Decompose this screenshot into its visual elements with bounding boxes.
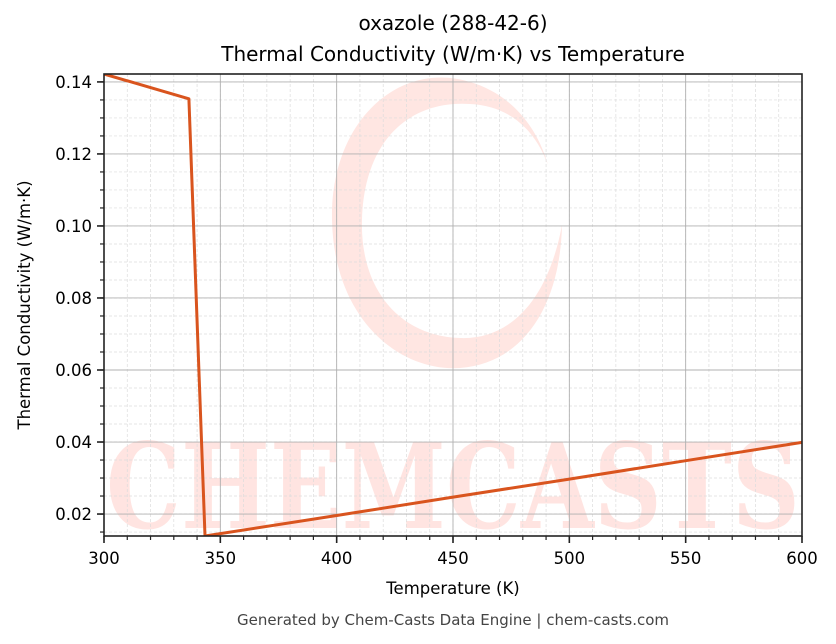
y-tick-label: 0.06 — [55, 361, 92, 380]
x-tick-label: 450 — [437, 549, 469, 568]
data-series — [104, 74, 802, 536]
series-line — [104, 74, 802, 536]
x-axis-label: Temperature (K) — [385, 579, 519, 598]
x-tick-label: 500 — [554, 549, 586, 568]
chart-title: oxazole (288-42-6) — [358, 11, 547, 35]
y-tick-label: 0.10 — [55, 217, 92, 236]
x-tick-label: 550 — [670, 549, 702, 568]
x-tick-label: 600 — [786, 549, 818, 568]
footer-credit: Generated by Chem-Casts Data Engine | ch… — [237, 611, 669, 629]
major-gridlines — [103, 74, 803, 536]
y-tick-label: 0.02 — [55, 505, 92, 524]
chart-subtitle: Thermal Conductivity (W/m·K) vs Temperat… — [220, 42, 685, 66]
x-tick-label: 350 — [205, 549, 237, 568]
x-tick-label: 400 — [321, 549, 353, 568]
y-axis-label: Thermal Conductivity (W/m·K) — [15, 180, 34, 430]
watermark-swoosh-icon — [331, 77, 562, 369]
y-tick-label: 0.12 — [55, 145, 92, 164]
x-tick-label: 300 — [88, 549, 120, 568]
y-axis: 0.02 0.04 0.06 0.08 0.10 0.12 0.14 — [55, 73, 104, 533]
y-tick-label: 0.08 — [55, 289, 92, 308]
y-tick-label: 0.14 — [55, 73, 92, 92]
y-tick-label: 0.04 — [55, 433, 92, 452]
x-axis: 300 350 400 450 500 550 600 — [88, 536, 818, 568]
